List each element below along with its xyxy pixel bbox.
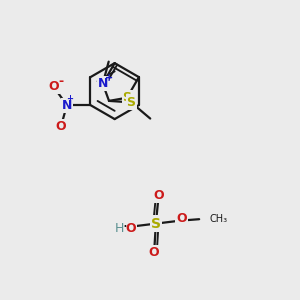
Text: S: S xyxy=(127,96,136,109)
Text: N: N xyxy=(98,77,108,90)
Text: S: S xyxy=(122,91,131,104)
Text: H: H xyxy=(115,222,124,236)
Text: O: O xyxy=(125,222,136,236)
Text: S: S xyxy=(151,217,161,231)
Text: O: O xyxy=(176,212,187,225)
Text: ·: · xyxy=(123,220,128,235)
Text: O: O xyxy=(154,188,164,202)
Text: O: O xyxy=(48,80,59,93)
Text: -: - xyxy=(58,75,64,88)
Text: CH₃: CH₃ xyxy=(209,214,228,224)
Text: O: O xyxy=(56,120,66,133)
Text: +: + xyxy=(105,73,113,83)
Text: +: + xyxy=(66,94,73,103)
Text: N: N xyxy=(62,99,72,112)
Text: O: O xyxy=(148,246,159,259)
